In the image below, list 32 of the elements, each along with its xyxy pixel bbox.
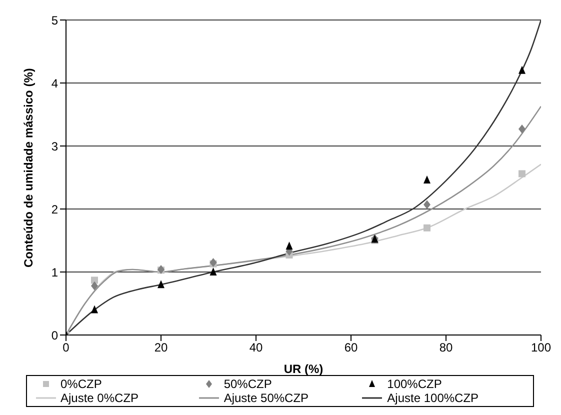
y-tick-label: 5 — [51, 13, 58, 28]
legend-label: 50%CZP — [224, 377, 272, 391]
legend-label: 100%CZP — [387, 377, 442, 391]
legend-label: Ajuste 0%CZP — [60, 391, 139, 405]
point — [158, 280, 164, 288]
point — [91, 276, 98, 284]
x-axis-title: UR (%) — [284, 362, 324, 376]
point — [518, 66, 526, 74]
point — [91, 281, 98, 290]
x-tick-label: 40 — [249, 340, 263, 355]
y-tick-label: 0 — [51, 328, 58, 342]
y-axis-title: Conteúdo de umidade mássico (%) — [21, 68, 36, 268]
point — [518, 124, 526, 134]
x-tick-label: 80 — [439, 340, 453, 355]
legend-label: Ajuste 50%CZP — [224, 391, 309, 405]
point — [518, 170, 526, 178]
point — [210, 268, 217, 276]
point — [286, 242, 293, 250]
x-tick-label: 0 — [62, 340, 70, 355]
point — [424, 224, 430, 232]
y-tick-label: 3 — [51, 139, 58, 154]
point — [91, 305, 98, 314]
y-tick-label: 2 — [51, 202, 58, 216]
legend-label: Ajuste 100%CZP — [387, 391, 479, 405]
y-tick-label: 4 — [51, 76, 58, 90]
x-tick-label: 100 — [530, 340, 552, 355]
legend-label: 0%CZP — [60, 377, 102, 391]
point — [424, 176, 430, 184]
x-tick-label: 60 — [344, 340, 358, 355]
x-tick-label: 20 — [154, 340, 168, 355]
y-tick-label: 1 — [51, 265, 58, 280]
point — [424, 200, 430, 210]
